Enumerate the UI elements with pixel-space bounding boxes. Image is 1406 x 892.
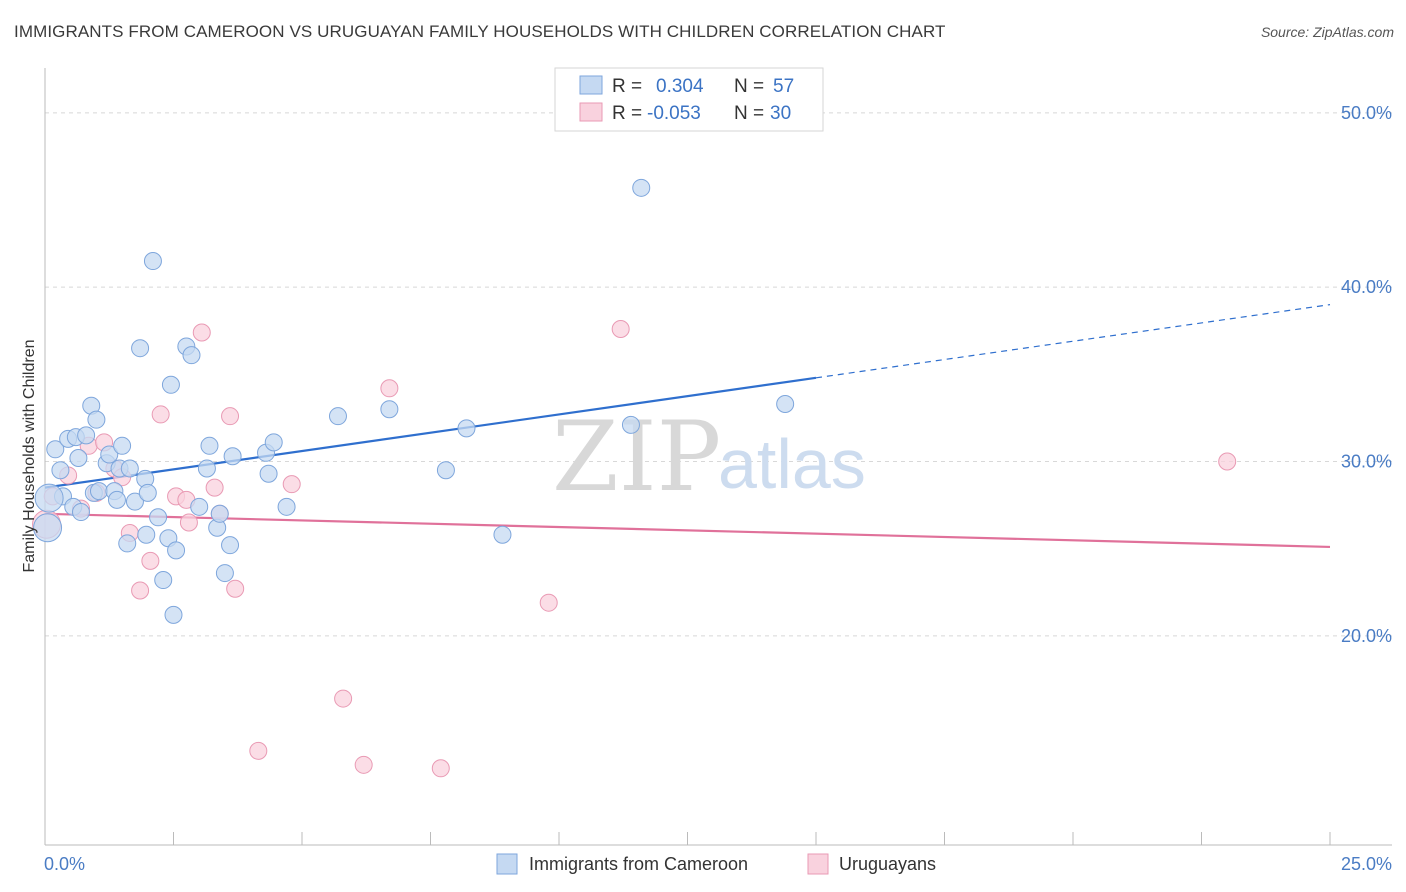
- cameroon-point-25: [137, 525, 156, 544]
- cameroon-point-47: [277, 497, 296, 516]
- uruguayans-point-17: [205, 478, 224, 497]
- y-tick-label-40: 40.0%: [1341, 277, 1392, 297]
- legend-pink-swatch: [807, 853, 829, 875]
- stats-blue-n-label: N =: [734, 76, 764, 97]
- stats-blue-r-value: 0.304: [656, 76, 704, 97]
- y-tick-label-30: 30.0%: [1341, 452, 1392, 472]
- cameroon-point-51: [457, 419, 476, 438]
- cameroon-trend-line: [44, 376, 817, 489]
- x-axis-ticks: [44, 832, 1331, 845]
- cameroon-point-17: [107, 490, 126, 509]
- cameroon-point-54: [632, 178, 651, 197]
- uruguayans-point-16: [192, 323, 211, 342]
- cameroon-point-8: [71, 503, 90, 522]
- uruguayans-point-19: [221, 407, 240, 426]
- cameroon-point-31: [161, 375, 180, 394]
- cameroon-point-52: [493, 525, 512, 544]
- stats-pink-swatch: [579, 102, 603, 122]
- cameroon-point-48: [328, 407, 347, 426]
- uruguayans-point-21: [249, 741, 268, 760]
- y-axis-label: Family Households with Children: [21, 340, 38, 573]
- cameroon-point-32: [164, 605, 183, 624]
- legend-blue-swatch: [496, 853, 518, 875]
- uruguayans-point-15: [179, 513, 198, 532]
- uruguayans-point-28: [611, 320, 630, 339]
- uruguayans-point-24: [354, 755, 373, 774]
- cameroon-point-20: [118, 534, 137, 553]
- x-tick-label-min: 0.0%: [44, 854, 85, 874]
- cameroon-point-21: [120, 459, 139, 478]
- cameroon-point-27: [143, 252, 162, 271]
- cameroon-point-15: [100, 445, 119, 464]
- cameroon-trend-extension: [815, 304, 1331, 379]
- legend: Immigrants from Cameroon Uruguayans: [496, 853, 936, 875]
- uruguayans-point-11: [141, 551, 160, 570]
- watermark-zip: ZIP: [552, 401, 721, 513]
- legend-pink-label: Uruguayans: [839, 854, 936, 874]
- cameroon-point-43: [223, 447, 242, 466]
- cameroon-point-35: [182, 346, 201, 365]
- stats-pink-r-value: -0.053: [647, 103, 701, 124]
- cameroon-point-40: [210, 504, 229, 523]
- stats-box: R = 0.304 N = 57 R = -0.053 N = 30: [554, 67, 824, 132]
- x-tick-label-max: 25.0%: [1341, 854, 1392, 874]
- cameroon-point-41: [215, 564, 234, 583]
- uruguayans-point-22: [282, 475, 301, 494]
- cameroon-point-19: [113, 436, 132, 455]
- stats-blue-n-value: 57: [773, 76, 794, 97]
- cameroon-point-55: [776, 394, 795, 413]
- cameroon-point-28: [149, 508, 168, 527]
- uruguayans-point-26: [431, 759, 450, 778]
- y-tick-labels: 20.0% 30.0% 40.0% 50.0%: [1341, 103, 1392, 646]
- cameroon-point-37: [197, 459, 216, 478]
- uruguayans-points: [32, 320, 1237, 778]
- uruguayans-point-12: [151, 405, 170, 424]
- cameroon-point-26: [138, 483, 157, 502]
- cameroon-point-45: [259, 464, 278, 483]
- cameroon-point-7: [69, 449, 88, 468]
- gridlines: [45, 112, 1392, 637]
- stats-blue-swatch: [579, 75, 603, 95]
- uruguayans-trend-line: [44, 512, 1331, 549]
- cameroon-point-23: [131, 339, 150, 358]
- uruguayans-point-27: [539, 593, 558, 612]
- cameroon-point-33: [167, 541, 186, 560]
- cameroon-point-12: [87, 410, 106, 429]
- chart-title: IMMIGRANTS FROM CAMEROON VS URUGUAYAN FA…: [14, 22, 946, 41]
- cameroon-point-9: [77, 426, 96, 445]
- stats-pink-r-label: R =: [612, 103, 642, 124]
- cameroon-point-2: [51, 461, 70, 480]
- legend-blue-label: Immigrants from Cameroon: [529, 854, 748, 874]
- trend-lines: [44, 304, 1331, 549]
- cameroon-point-42: [221, 536, 240, 555]
- y-tick-label-20: 20.0%: [1341, 626, 1392, 646]
- cameroon-point-13: [89, 482, 108, 501]
- cameroon-point-46: [264, 433, 283, 452]
- cameroon-point-49: [380, 400, 399, 419]
- cameroon-point-50: [436, 461, 455, 480]
- uruguayans-point-20: [226, 579, 245, 598]
- cameroon-point-22: [125, 492, 144, 511]
- uruguayans-point-10: [131, 581, 150, 600]
- stats-pink-n-label: N =: [734, 103, 764, 124]
- uruguayans-point-23: [334, 689, 353, 708]
- cameroon-point-38: [200, 436, 219, 455]
- stats-blue-r-label: R =: [612, 76, 642, 97]
- cameroon-point-56: [34, 483, 64, 513]
- watermark-atlas: atlas: [718, 425, 866, 503]
- cameroon-point-53: [621, 415, 640, 434]
- cameroon-point-36: [190, 497, 209, 516]
- cameroon-points: [33, 178, 795, 624]
- uruguayans-point-29: [1218, 452, 1237, 471]
- stats-pink-n-value: 30: [770, 103, 791, 124]
- watermark: ZIP atlas: [552, 401, 866, 513]
- y-tick-label-50: 50.0%: [1341, 103, 1392, 123]
- cameroon-point-1: [46, 440, 65, 459]
- uruguayans-point-25: [380, 379, 399, 398]
- cameroon-point-0: [33, 513, 63, 543]
- cameroon-point-29: [154, 571, 173, 590]
- source-credit: Source: ZipAtlas.com: [1260, 24, 1394, 40]
